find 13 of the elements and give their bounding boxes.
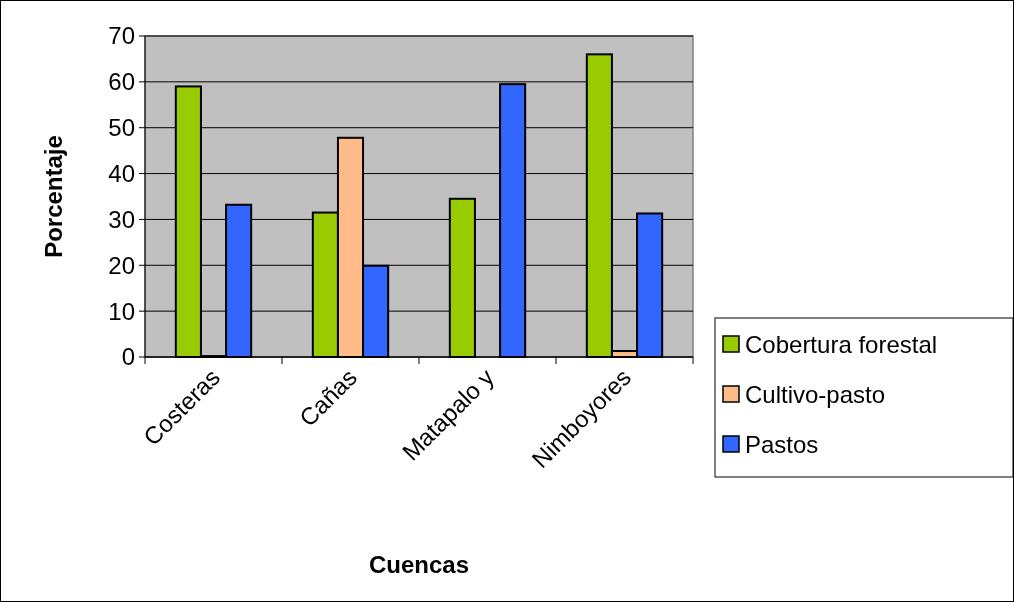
y-tick-label: 50	[108, 114, 135, 142]
legend-label: Cobertura forestal	[745, 331, 938, 359]
x-axis-title: Cuencas	[368, 551, 470, 578]
y-tick-label: 0	[121, 343, 135, 371]
y-tick-label: 40	[108, 159, 135, 187]
legend-label: Pastos	[745, 431, 819, 459]
y-tick-label: 30	[108, 205, 135, 233]
y-tick-label: 60	[108, 68, 135, 96]
legend-label: Cultivo-pasto	[745, 381, 886, 409]
y-tick-label: 20	[108, 251, 135, 279]
y-tick-label: 70	[108, 22, 135, 50]
y-tick-label: 10	[108, 297, 135, 325]
y-axis-title: Porcentaje	[40, 135, 67, 258]
